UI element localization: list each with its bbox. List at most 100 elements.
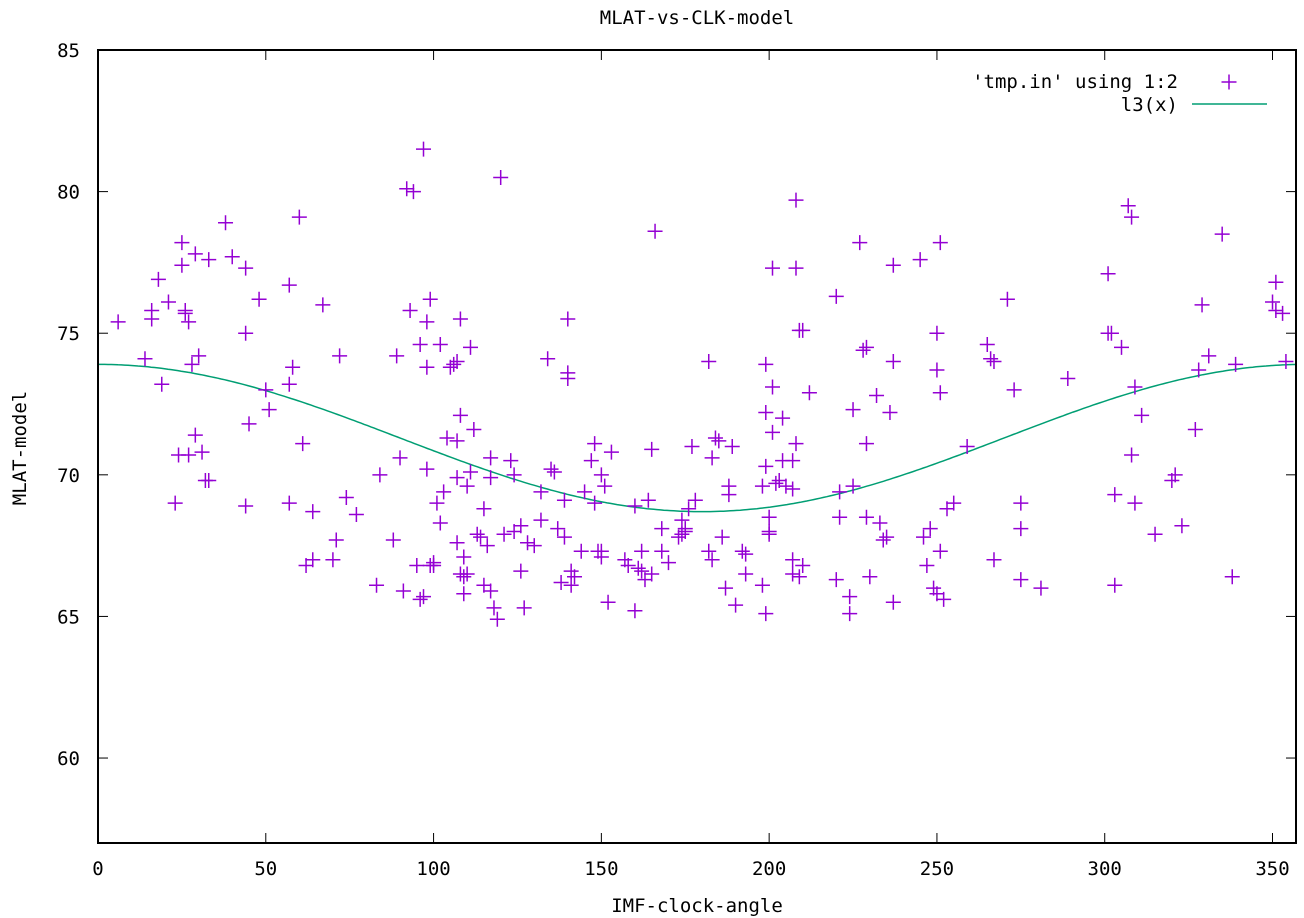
data-point <box>936 591 952 607</box>
data-point <box>785 552 801 568</box>
data-point <box>785 453 801 469</box>
data-point <box>348 506 364 522</box>
data-point <box>630 560 646 576</box>
data-point <box>218 215 234 231</box>
data-point <box>513 563 529 579</box>
data-point <box>546 464 562 480</box>
data-point <box>634 563 650 579</box>
data-point <box>1187 422 1203 438</box>
data-point <box>389 348 405 364</box>
data-point <box>795 322 811 338</box>
data-point <box>556 492 572 508</box>
data-point <box>261 402 277 418</box>
data-point <box>174 257 190 273</box>
data-point <box>446 356 462 372</box>
data-point <box>540 351 556 367</box>
data-point <box>654 543 670 559</box>
data-point <box>154 376 170 392</box>
data-point <box>436 484 452 500</box>
data-point <box>765 424 781 440</box>
data-point <box>1103 325 1119 341</box>
data-point <box>429 495 445 511</box>
data-point <box>654 521 670 537</box>
data-point <box>999 291 1015 307</box>
data-point <box>520 535 536 551</box>
data-point <box>788 436 804 452</box>
data-point <box>660 555 676 571</box>
data-point <box>681 501 697 517</box>
data-point <box>1124 209 1140 225</box>
data-point <box>332 348 348 364</box>
data-point <box>845 402 861 418</box>
data-point <box>1114 339 1129 355</box>
data-point <box>885 594 901 610</box>
data-point <box>533 484 549 500</box>
data-point <box>291 209 307 225</box>
data-point <box>932 543 948 559</box>
data-point <box>432 515 448 531</box>
data-point <box>174 235 190 251</box>
data-point <box>1127 495 1143 511</box>
data-point <box>533 512 549 528</box>
data-point <box>852 235 868 251</box>
data-point <box>489 611 505 627</box>
data-point <box>738 566 754 582</box>
data-point <box>761 526 777 542</box>
data-point <box>281 495 297 511</box>
data-point <box>456 569 472 585</box>
data-point <box>305 504 321 520</box>
data-point <box>466 422 482 438</box>
data-point <box>238 498 254 514</box>
data-point <box>1191 362 1207 378</box>
data-point <box>184 356 200 372</box>
x-tick-label: 250 <box>920 858 954 880</box>
data-point <box>862 569 878 585</box>
data-point <box>828 288 844 304</box>
x-tick-label: 350 <box>1255 858 1289 880</box>
data-point <box>1120 198 1136 214</box>
data-point <box>150 271 166 287</box>
data-point <box>1013 572 1029 588</box>
data-point <box>452 311 468 327</box>
data-point <box>506 467 522 483</box>
data-point <box>1107 487 1123 503</box>
data-point <box>385 532 401 548</box>
data-point <box>462 464 478 480</box>
data-point <box>754 577 770 593</box>
data-point <box>503 453 519 469</box>
data-point <box>449 433 465 449</box>
data-point <box>929 325 945 341</box>
data-point <box>1268 274 1284 290</box>
legend-label-points: 'tmp.in' using 1:2 <box>972 71 1178 93</box>
data-point <box>483 583 499 599</box>
data-point <box>1268 303 1284 319</box>
data-point <box>281 376 297 392</box>
y-tick-label: 75 <box>57 323 80 345</box>
data-point <box>758 458 774 474</box>
data-point <box>721 487 737 503</box>
data-point <box>932 235 948 251</box>
data-point <box>469 526 485 542</box>
legend-label-curve: l3(x) <box>1121 94 1178 116</box>
data-point <box>1194 297 1210 313</box>
data-point <box>842 606 858 622</box>
data-point <box>137 351 153 367</box>
x-tick-label: 300 <box>1088 858 1122 880</box>
data-point <box>399 181 415 197</box>
data-point <box>338 489 354 505</box>
data-point <box>167 495 183 511</box>
data-point <box>919 557 935 573</box>
data-point <box>687 492 703 508</box>
data-point <box>882 405 898 421</box>
data-point <box>419 359 435 375</box>
data-point <box>449 470 465 486</box>
x-tick-label: 50 <box>254 858 277 880</box>
data-point <box>191 348 207 364</box>
plot-frame <box>97 49 1297 844</box>
x-tick-label: 0 <box>92 858 103 880</box>
data-point <box>1224 569 1240 585</box>
data-point <box>560 371 576 387</box>
data-point <box>181 314 197 330</box>
data-point <box>916 529 932 545</box>
